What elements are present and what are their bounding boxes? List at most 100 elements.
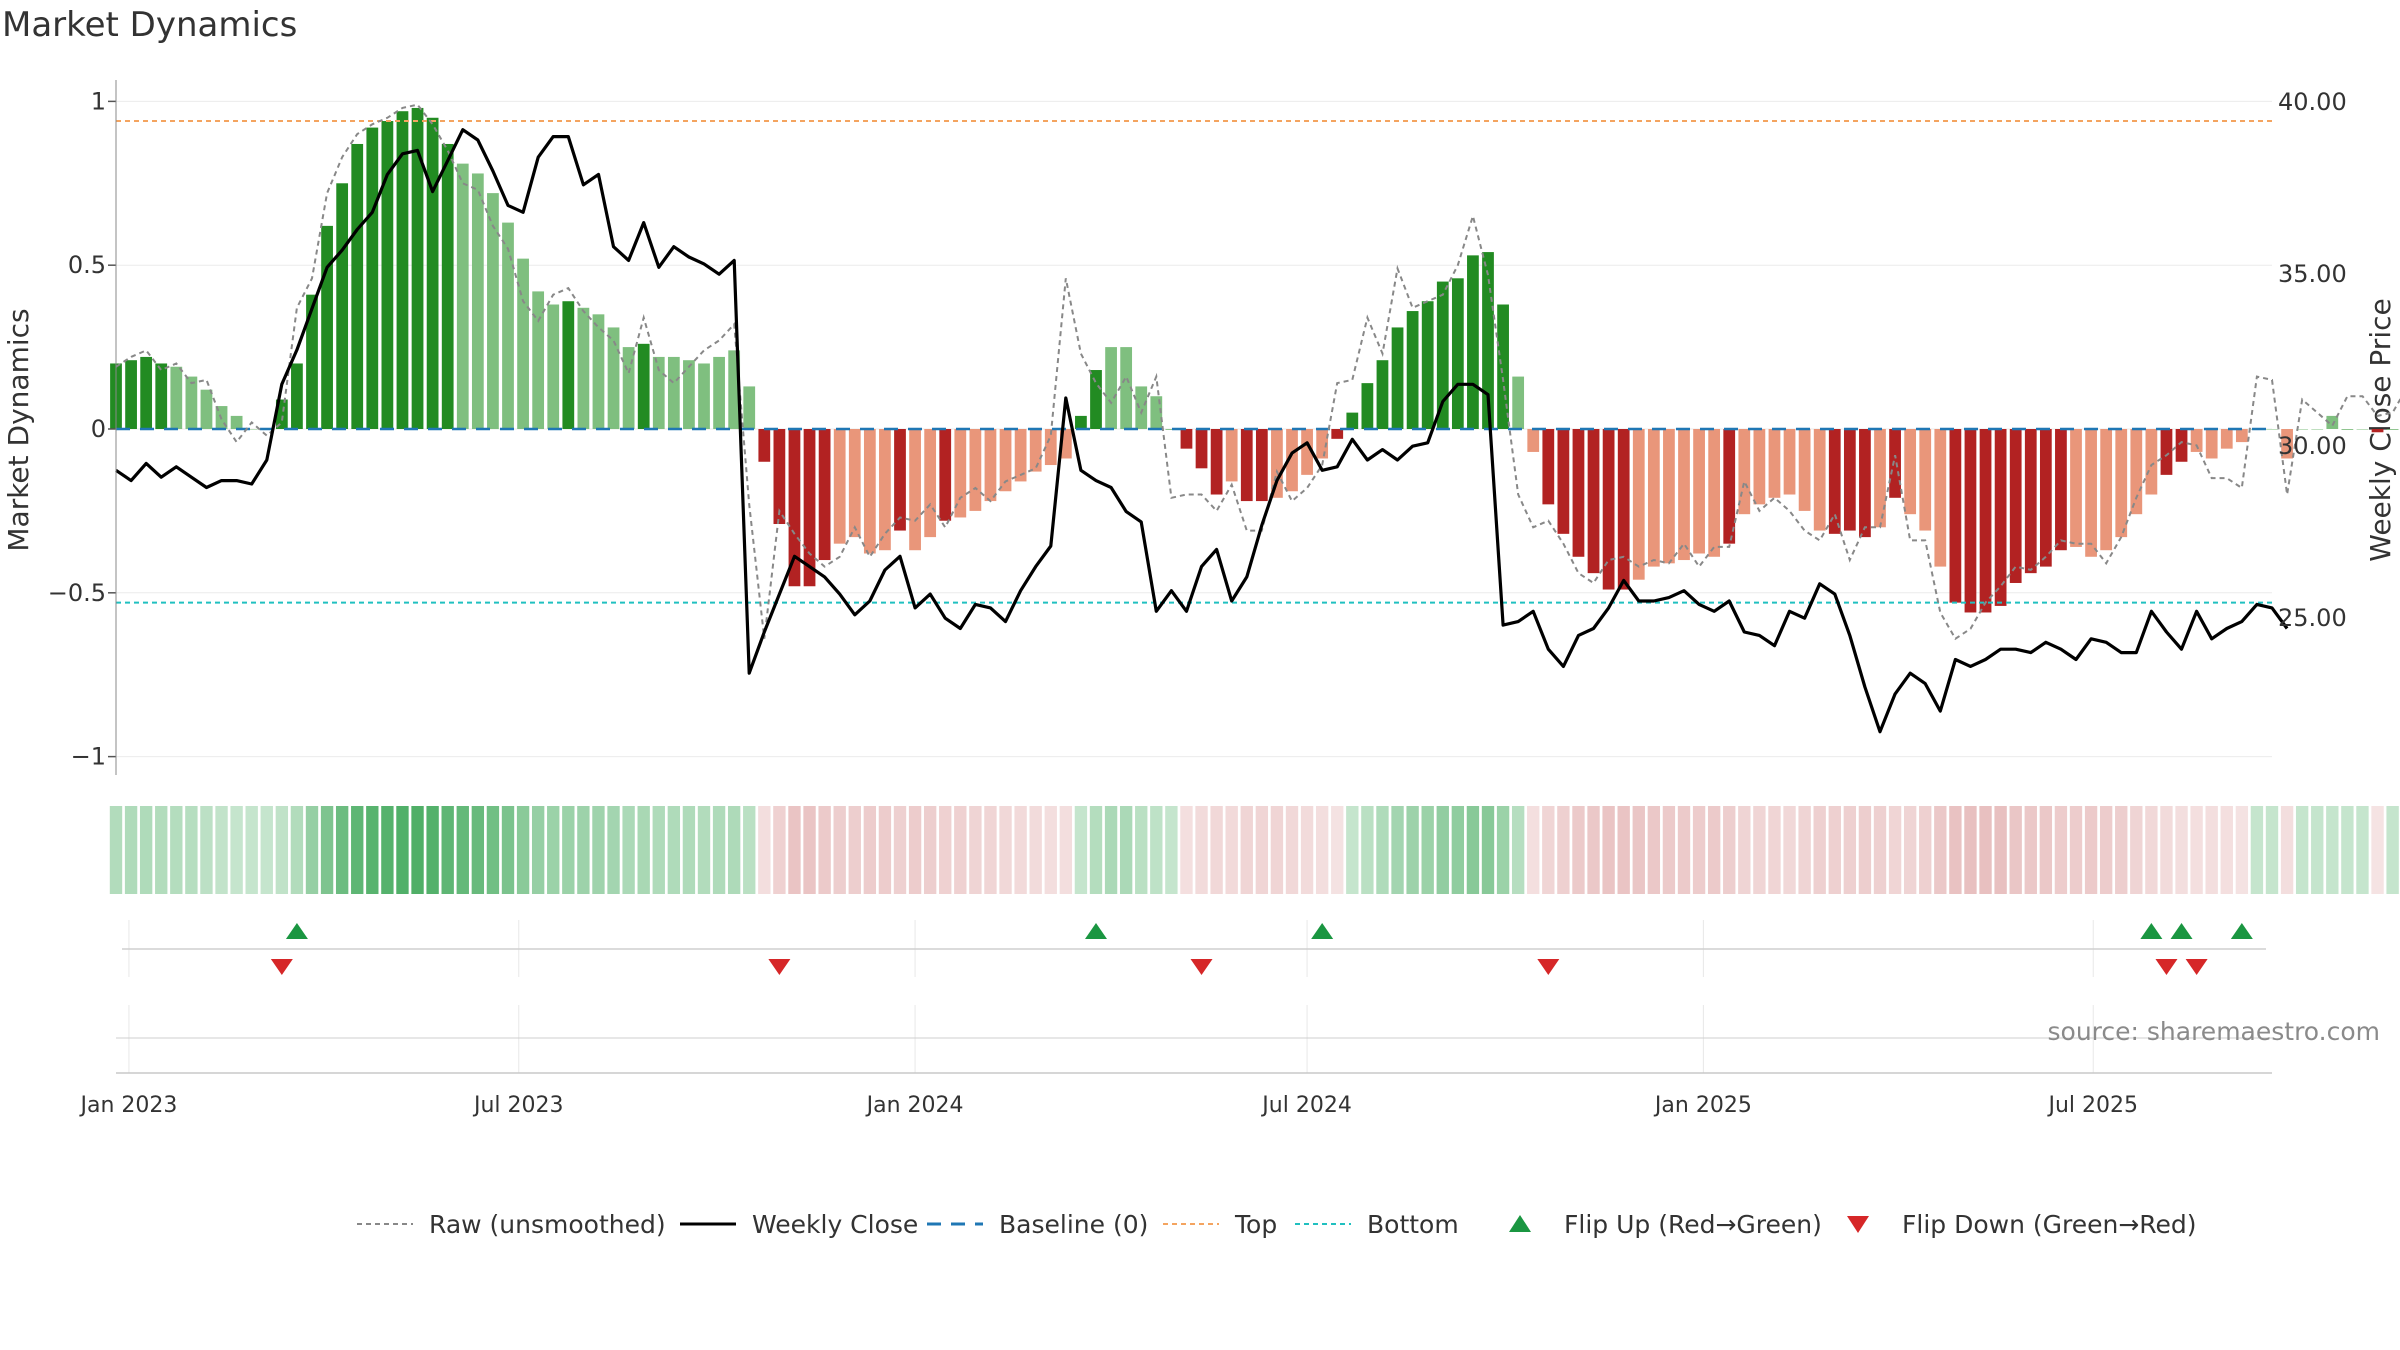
heat-cell (1059, 806, 1073, 894)
heat-cell (2341, 806, 2354, 894)
dynamics-bar (381, 121, 394, 430)
heat-cell (893, 806, 907, 894)
dynamics-bar (954, 429, 967, 518)
heat-cell (170, 806, 183, 894)
axes: 1 0.5 0 −0.5 −1 40.00 35.00 30.00 25.00 Jan 2023 J… (48, 80, 2347, 1118)
heat-cell (592, 806, 605, 894)
dynamics-bar (2296, 429, 2309, 430)
dynamics-bar (758, 429, 771, 462)
heat-cell (1602, 806, 1615, 894)
dynamics-bar (1271, 429, 1283, 498)
dynamics-bar (2085, 429, 2097, 557)
dynamics-bar (140, 356, 153, 429)
dynamics-bar (185, 376, 198, 429)
heat-cell (1104, 806, 1118, 894)
legend-label: Raw (unsmoothed) (429, 1210, 666, 1239)
dynamics-bar (1497, 304, 1509, 429)
dynamics-bar (803, 429, 816, 587)
heat-cell (758, 806, 771, 894)
legend-label: Weekly Close (752, 1210, 918, 1239)
legend-label: Top (1234, 1210, 1277, 1239)
dynamics-bar (351, 143, 364, 429)
flip-down-marker (1190, 959, 1213, 975)
heat-cell (1753, 806, 1766, 894)
heat-cell (788, 806, 801, 894)
dynamics-bar (1994, 429, 2007, 606)
dynamics-bar (1617, 429, 1630, 590)
dynamics-bar (1979, 429, 1992, 613)
dynamics-bar (1120, 347, 1133, 429)
dynamics-bar (1075, 415, 1087, 429)
dynamics-bar (2205, 429, 2218, 459)
heat-cell (1421, 806, 1434, 894)
dynamics-bar (1859, 429, 1871, 538)
dynamics-bar (1738, 429, 1751, 515)
dynamics-bar (1301, 429, 1313, 475)
heat-cell (607, 806, 620, 894)
heat-cell (1074, 806, 1088, 894)
heat-cell (260, 806, 273, 894)
y-left-tick-label: 0.5 (68, 251, 106, 279)
dynamics-bar (366, 127, 379, 429)
dynamics-bar (1150, 396, 1163, 429)
heat-cell (547, 806, 560, 894)
dynamics-bar (2266, 429, 2278, 430)
dynamics-bar (1467, 255, 1479, 429)
heat-cell (833, 806, 846, 894)
dynamics-bar (1557, 429, 1570, 534)
dynamics-bar (818, 429, 831, 561)
y-left-tick-label: −0.5 (48, 579, 106, 607)
heat-cell (1617, 806, 1630, 894)
dynamics-bar (2115, 429, 2128, 538)
heat-cell (1135, 806, 1148, 894)
dynamics-bar (441, 143, 454, 429)
heat-cell (1798, 806, 1811, 894)
dynamics-bar (1240, 429, 1253, 502)
heat-cell (712, 806, 726, 894)
heat-cell (954, 806, 967, 894)
heat-cell (697, 806, 711, 894)
heat-cell (2371, 806, 2384, 894)
heat-cell (1542, 806, 1555, 894)
heat-cell (275, 806, 289, 894)
legend-label: Bottom (1367, 1210, 1459, 1239)
heat-cell (984, 806, 997, 894)
heat-cell (2069, 806, 2083, 894)
dynamics-bar (1286, 429, 1298, 492)
heat-cell (1647, 806, 1661, 894)
heat-cell (2250, 806, 2264, 894)
flip-down-marker (2155, 959, 2178, 975)
heat-cell (2130, 806, 2143, 894)
dynamics-bar (426, 117, 439, 429)
dynamics-bar (1346, 412, 1359, 429)
dynamics-bar (2175, 429, 2188, 462)
dynamics-bar (245, 429, 258, 430)
flip-down-marker (270, 959, 293, 975)
x-tick-label: Jan 2024 (865, 1093, 964, 1118)
heat-cell (562, 806, 575, 894)
heat-cell (682, 806, 696, 894)
dynamics-bar (879, 429, 891, 551)
dynamics-bar (1255, 429, 1268, 502)
dynamics-bar (1904, 429, 1917, 515)
heat-cell (1768, 806, 1781, 894)
heat-cell (1376, 806, 1389, 894)
lines (115, 103, 2400, 734)
dynamics-bar (2039, 429, 2052, 567)
heat-cell (109, 806, 123, 894)
y-axis-left-label: Market Dynamics (2, 308, 35, 551)
dynamics-bar (999, 429, 1012, 492)
dynamics-bar (1889, 429, 1901, 498)
legend-label: Baseline (0) (999, 1210, 1148, 1239)
raw-line (115, 103, 2400, 641)
dynamics-bar (1753, 429, 1766, 505)
heat-cell (1994, 806, 2007, 894)
dynamics-bar (1919, 429, 1932, 531)
heat-cell (531, 806, 545, 894)
dynamics-bar (1572, 429, 1585, 557)
dynamics-bar (577, 307, 590, 429)
dynamics-bar (1195, 429, 1208, 469)
dynamics-bar (291, 363, 303, 429)
dynamics-bars (110, 107, 2399, 613)
dynamics-bar (306, 294, 318, 429)
